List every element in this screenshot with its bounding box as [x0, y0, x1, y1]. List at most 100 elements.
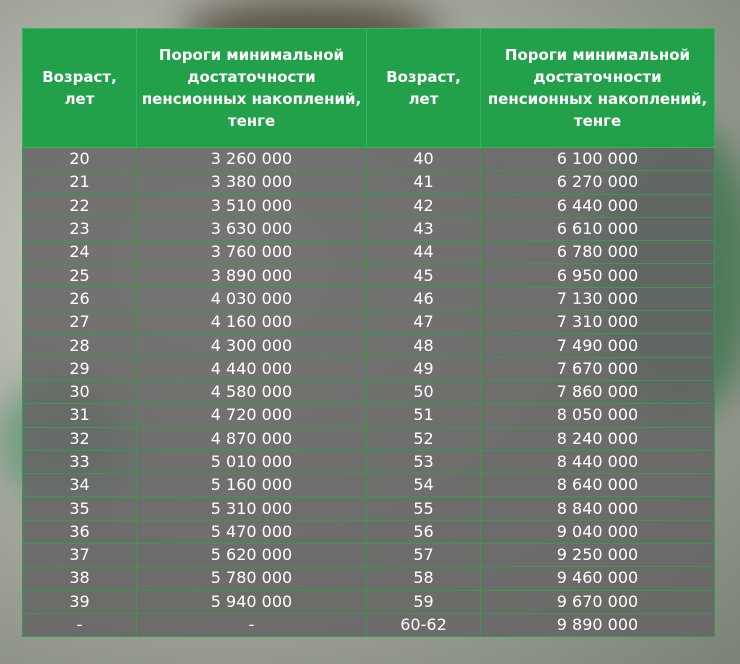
table-row: 39 5 940 000 59 9 670 000 [22, 589, 715, 614]
age-cell: 31 [22, 403, 137, 428]
age-cell: 21 [22, 170, 137, 195]
amount-cell: 7 310 000 [480, 310, 715, 335]
header-cell: Пороги минимальной достаточности пенсион… [480, 28, 715, 148]
amount-cell: 9 670 000 [480, 589, 715, 614]
age-cell: 29 [22, 356, 137, 381]
age-cell: 60-62 [366, 612, 481, 638]
age-cell: 32 [22, 426, 137, 451]
age-cell: 20 [22, 146, 137, 172]
amount-cell: 9 040 000 [480, 519, 715, 545]
table-row: 37 5 620 000 57 9 250 000 [22, 543, 715, 568]
amount-cell: 3 630 000 [136, 216, 367, 242]
age-cell: - [22, 612, 137, 638]
age-cell: 49 [366, 356, 481, 381]
table-row: 28 4 300 000 48 7 490 000 [22, 333, 715, 358]
amount-cell: 8 840 000 [480, 496, 715, 521]
amount-cell: 6 440 000 [480, 193, 715, 218]
age-cell: 23 [22, 216, 137, 242]
age-cell: 42 [366, 193, 481, 218]
amount-cell: 6 100 000 [480, 146, 715, 172]
age-cell: 39 [22, 589, 137, 614]
amount-cell: 7 490 000 [480, 333, 715, 358]
age-cell: 28 [22, 333, 137, 358]
amount-cell: 3 260 000 [136, 146, 367, 172]
header-row: Возраст, лет Пороги минимальной достаточн… [22, 28, 715, 148]
table-row: 23 3 630 000 43 6 610 000 [22, 216, 715, 242]
age-cell: 47 [366, 310, 481, 335]
age-cell: 27 [22, 310, 137, 335]
amount-cell: 6 780 000 [480, 240, 715, 265]
age-cell: 26 [22, 286, 137, 312]
age-cell: 22 [22, 193, 137, 218]
table-row: 32 4 870 000 52 8 240 000 [22, 426, 715, 451]
table-row: 30 4 580 000 50 7 860 000 [22, 379, 715, 405]
table-row: 38 5 780 000 58 9 460 000 [22, 566, 715, 591]
table-row: 25 3 890 000 45 6 950 000 [22, 263, 715, 288]
table-row: 31 4 720 000 51 8 050 000 [22, 403, 715, 428]
age-cell: 48 [366, 333, 481, 358]
table-row: 29 4 440 000 49 7 670 000 [22, 356, 715, 381]
table-row: 27 4 160 000 47 7 310 000 [22, 310, 715, 335]
age-cell: 37 [22, 543, 137, 568]
amount-cell: 4 300 000 [136, 333, 367, 358]
table-row: 33 5 010 000 53 8 440 000 [22, 449, 715, 475]
age-cell: 46 [366, 286, 481, 312]
header-cell: Возраст, лет [22, 28, 137, 148]
amount-cell: 4 440 000 [136, 356, 367, 381]
age-cell: 40 [366, 146, 481, 172]
amount-cell: 7 670 000 [480, 356, 715, 381]
table-row: 26 4 030 000 46 7 130 000 [22, 286, 715, 312]
table-row: 35 5 310 000 55 8 840 000 [22, 496, 715, 521]
age-cell: 51 [366, 403, 481, 428]
age-cell: 53 [366, 449, 481, 475]
amount-cell: 4 580 000 [136, 379, 367, 405]
age-cell: 52 [366, 426, 481, 451]
age-cell: 30 [22, 379, 137, 405]
amount-cell: 3 510 000 [136, 193, 367, 218]
amount-cell: 3 760 000 [136, 240, 367, 265]
amount-cell: 4 720 000 [136, 403, 367, 428]
amount-cell: 5 310 000 [136, 496, 367, 521]
header-cell: Возраст, лет [366, 28, 481, 148]
amount-cell: 7 860 000 [480, 379, 715, 405]
amount-cell: 5 780 000 [136, 566, 367, 591]
amount-cell: 5 940 000 [136, 589, 367, 614]
age-cell: 24 [22, 240, 137, 265]
amount-cell: 4 030 000 [136, 286, 367, 312]
amount-cell: 8 440 000 [480, 449, 715, 475]
age-cell: 58 [366, 566, 481, 591]
table-row: 34 5 160 000 54 8 640 000 [22, 473, 715, 498]
age-cell: 59 [366, 589, 481, 614]
table-row: 36 5 470 000 56 9 040 000 [22, 519, 715, 545]
age-cell: 25 [22, 263, 137, 288]
amount-cell: 6 950 000 [480, 263, 715, 288]
age-cell: 43 [366, 216, 481, 242]
age-cell: 50 [366, 379, 481, 405]
age-cell: 41 [366, 170, 481, 195]
table-body: 20 3 260 000 40 6 100 000 21 3 380 000 41 6 270… [22, 146, 715, 638]
age-cell: 45 [366, 263, 481, 288]
age-cell: 57 [366, 543, 481, 568]
amount-cell: 5 470 000 [136, 519, 367, 545]
amount-cell: 8 640 000 [480, 473, 715, 498]
amount-cell: 9 890 000 [480, 612, 715, 638]
age-cell: 38 [22, 566, 137, 591]
table-row: - -60-62 9 890 000 [22, 612, 715, 638]
amount-cell: 3 890 000 [136, 263, 367, 288]
amount-cell: 5 620 000 [136, 543, 367, 568]
table-row: 22 3 510 000 42 6 440 000 [22, 193, 715, 218]
amount-cell: 4 870 000 [136, 426, 367, 451]
age-cell: 54 [366, 473, 481, 498]
header-cell: Пороги минимальной достаточности пенсион… [136, 28, 367, 148]
amount-cell: 9 250 000 [480, 543, 715, 568]
table-row: 24 3 760 000 44 6 780 000 [22, 240, 715, 265]
age-cell: 33 [22, 449, 137, 475]
age-cell: 35 [22, 496, 137, 521]
amount-cell: 7 130 000 [480, 286, 715, 312]
amount-cell: 6 270 000 [480, 170, 715, 195]
table-row: 20 3 260 000 40 6 100 000 [22, 146, 715, 172]
amount-cell: 8 050 000 [480, 403, 715, 428]
amount-cell: 6 610 000 [480, 216, 715, 242]
amount-cell: 8 240 000 [480, 426, 715, 451]
